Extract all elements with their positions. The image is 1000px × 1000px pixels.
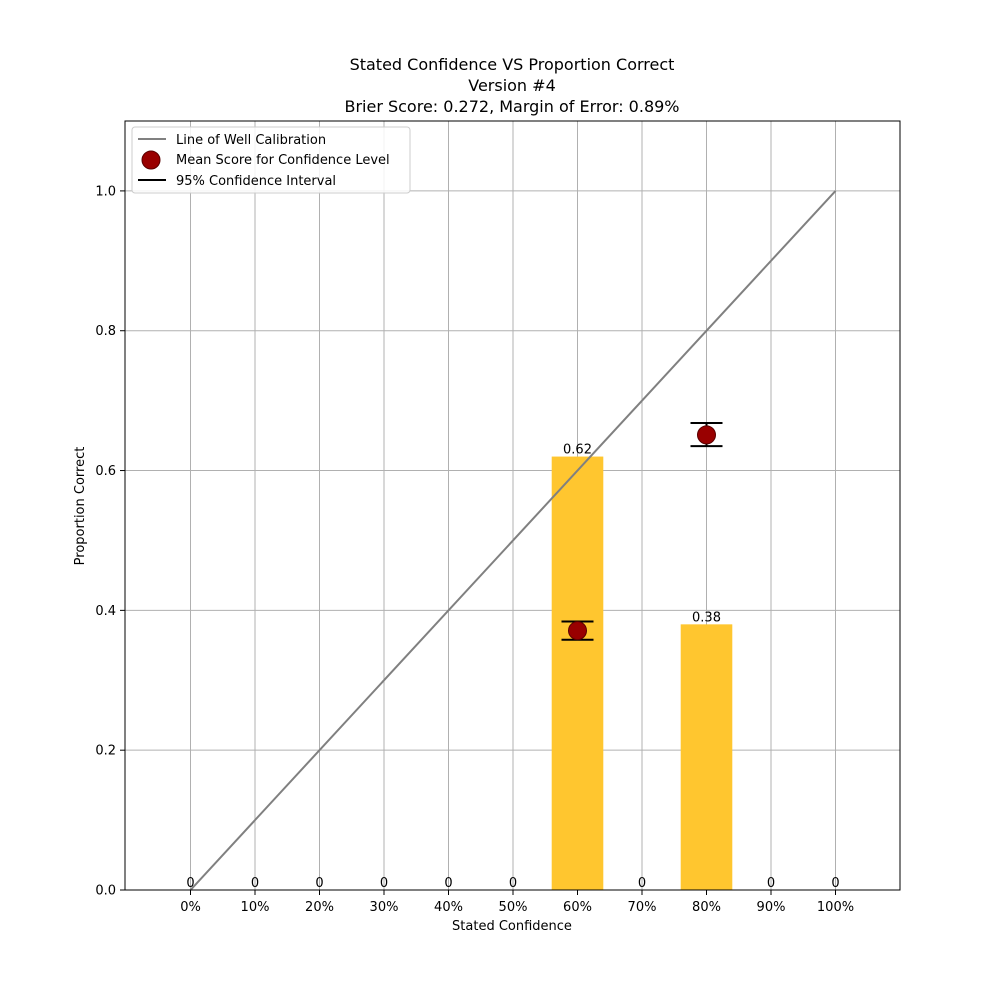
- bar-value-label-4: 0: [444, 876, 452, 891]
- bar-value-label-10: 0: [831, 876, 839, 891]
- grid: [125, 121, 900, 891]
- y-axis-label: Proportion Correct: [73, 447, 88, 566]
- x-tick-label-5: 50%: [499, 900, 528, 915]
- bar-60%: [551, 456, 604, 890]
- mean-marker-0: [568, 621, 587, 641]
- y-tick-label-2: 0.4: [95, 604, 116, 619]
- legend: Line of Well Calibration Mean Score for …: [131, 126, 411, 194]
- calibration-line-group: [189, 190, 837, 891]
- x-tick-label-4: 40%: [434, 900, 463, 915]
- calibration-line: [189, 190, 837, 891]
- x-tick-label-9: 90%: [757, 900, 786, 915]
- bar-value-label-7: 0: [638, 876, 646, 891]
- bar-value-label-1: 0: [251, 876, 259, 891]
- x-axis-label: Stated Confidence: [452, 919, 572, 934]
- mean-marker-1: [697, 425, 716, 445]
- bar-value-label-5: 0: [509, 876, 517, 891]
- bar-80%: [680, 624, 733, 890]
- mean-markers: [568, 425, 716, 641]
- bar-value-label-2: 0: [315, 876, 323, 891]
- legend-marker-swatch: [141, 150, 161, 170]
- chart-title: Stated Confidence VS Proportion Correct: [350, 55, 675, 74]
- y-axis-ticks: 0.0 0.2 0.4 0.6 0.8 1.0: [95, 184, 125, 899]
- x-tick-label-8: 80%: [692, 900, 721, 915]
- chart-subtitle: Version #4: [468, 76, 556, 95]
- legend-label-calibration: Line of Well Calibration: [176, 133, 326, 148]
- bar-value-label-0: 0: [186, 876, 194, 891]
- x-tick-label-7: 70%: [628, 900, 657, 915]
- bar-value-label-9: 0: [767, 876, 775, 891]
- bars: [551, 456, 733, 890]
- bar-value-label-3: 0: [380, 876, 388, 891]
- x-axis-ticks: 0% 10% 20% 30% 40% 50% 60% 70% 80% 90% 100%: [180, 890, 854, 915]
- chart-subtitle-score: Brier Score: 0.272, Margin of Error: 0.8…: [344, 97, 679, 116]
- y-tick-label-1: 0.2: [95, 744, 116, 759]
- y-tick-label-0: 0.0: [95, 884, 116, 899]
- bar-value-label-8: 0.38: [692, 610, 721, 625]
- x-tick-label-2: 20%: [305, 900, 334, 915]
- legend-label-mean: Mean Score for Confidence Level: [176, 153, 390, 168]
- x-tick-label-6: 60%: [563, 900, 592, 915]
- x-tick-label-3: 30%: [370, 900, 399, 915]
- x-tick-label-1: 10%: [241, 900, 270, 915]
- legend-frame: [131, 126, 411, 194]
- bar-value-label-6: 0.62: [563, 443, 592, 458]
- bar-labels: 0 0 0 0 0 0 0.62 0 0.38 0 0: [186, 443, 839, 891]
- legend-label-ci: 95% Confidence Interval: [176, 174, 336, 189]
- y-tick-label-4: 0.8: [95, 324, 116, 339]
- x-tick-label-0: 0%: [180, 900, 201, 915]
- y-tick-label-3: 0.6: [95, 464, 116, 479]
- x-tick-label-10: 100%: [817, 900, 854, 915]
- y-tick-label-5: 1.0: [95, 184, 116, 199]
